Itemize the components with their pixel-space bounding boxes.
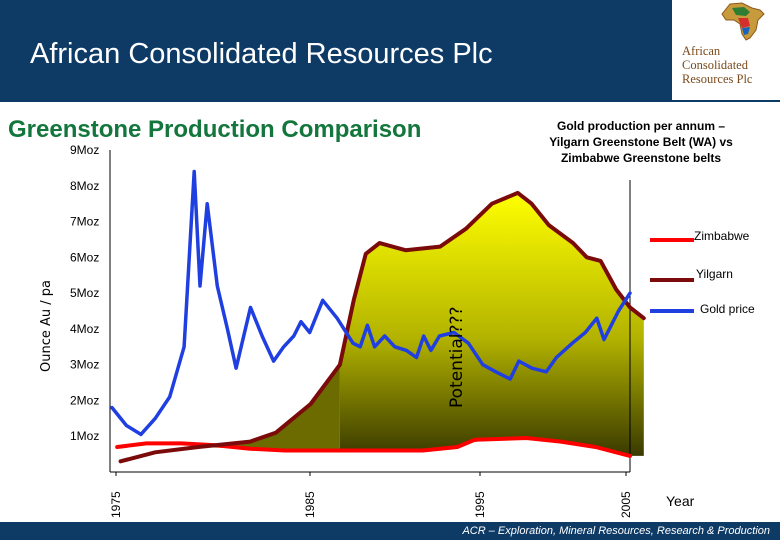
header-title: African Consolidated Resources Plc (30, 38, 493, 70)
header-bar: African Consolidated Resources Plc (0, 0, 780, 102)
x-tick-label: 1995 (473, 491, 487, 518)
footer-text: ACR – Exploration, Mineral Resources, Re… (462, 525, 770, 537)
x-tick-label: 1975 (109, 491, 123, 518)
x-axis-title: Year (666, 493, 695, 509)
series-zimbabwe-line (115, 436, 632, 458)
legend-label: Zimbabwe (694, 229, 750, 243)
subtitle-line: Yilgarn Greenstone Belt (WA) vs (549, 135, 733, 149)
x-tick-label: 1985 (303, 491, 317, 518)
subtitle-line: Gold production per annum – (557, 119, 725, 133)
series-gold-price-line (110, 169, 632, 437)
footer-bar: ACR – Exploration, Mineral Resources, Re… (0, 522, 780, 540)
potential-area (339, 192, 644, 456)
potential-annotation: Potential??? (447, 306, 467, 408)
y-tick-label: 6Moz (70, 250, 99, 264)
legend-label: Yilgarn (696, 267, 733, 281)
series-yilgarn-line (118, 190, 646, 464)
yilgarn-early-area (120, 364, 340, 462)
y-tick-label: 4Moz (70, 322, 99, 336)
y-tick-label: 9Moz (70, 143, 99, 157)
legend-label: Gold price (700, 302, 755, 316)
logo-line: Resources Plc (682, 72, 753, 86)
y-tick-label: 3Moz (70, 358, 99, 372)
logo-line: Consolidated (682, 58, 748, 72)
africa-map-icon (721, 2, 765, 41)
logo-line: African (682, 44, 721, 58)
section-title: Greenstone Production Comparison (8, 116, 422, 143)
y-tick-label: 7Moz (70, 215, 99, 229)
y-tick-label: 1Moz (70, 429, 99, 443)
subtitle-line: Zimbabwe Greenstone belts (560, 151, 722, 165)
x-tick-label: 2005 (619, 491, 633, 518)
y-tick-label: 5Moz (70, 286, 99, 300)
y-tick-label: 8Moz (70, 179, 99, 193)
y-tick-label: 2Moz (70, 393, 99, 407)
y-axis-title: Ounce Au / pa (39, 280, 54, 372)
chart-subtitle: Gold production per annum – Yilgarn Gree… (510, 118, 772, 176)
company-logo: African Consolidated Resources Plc (672, 0, 780, 100)
